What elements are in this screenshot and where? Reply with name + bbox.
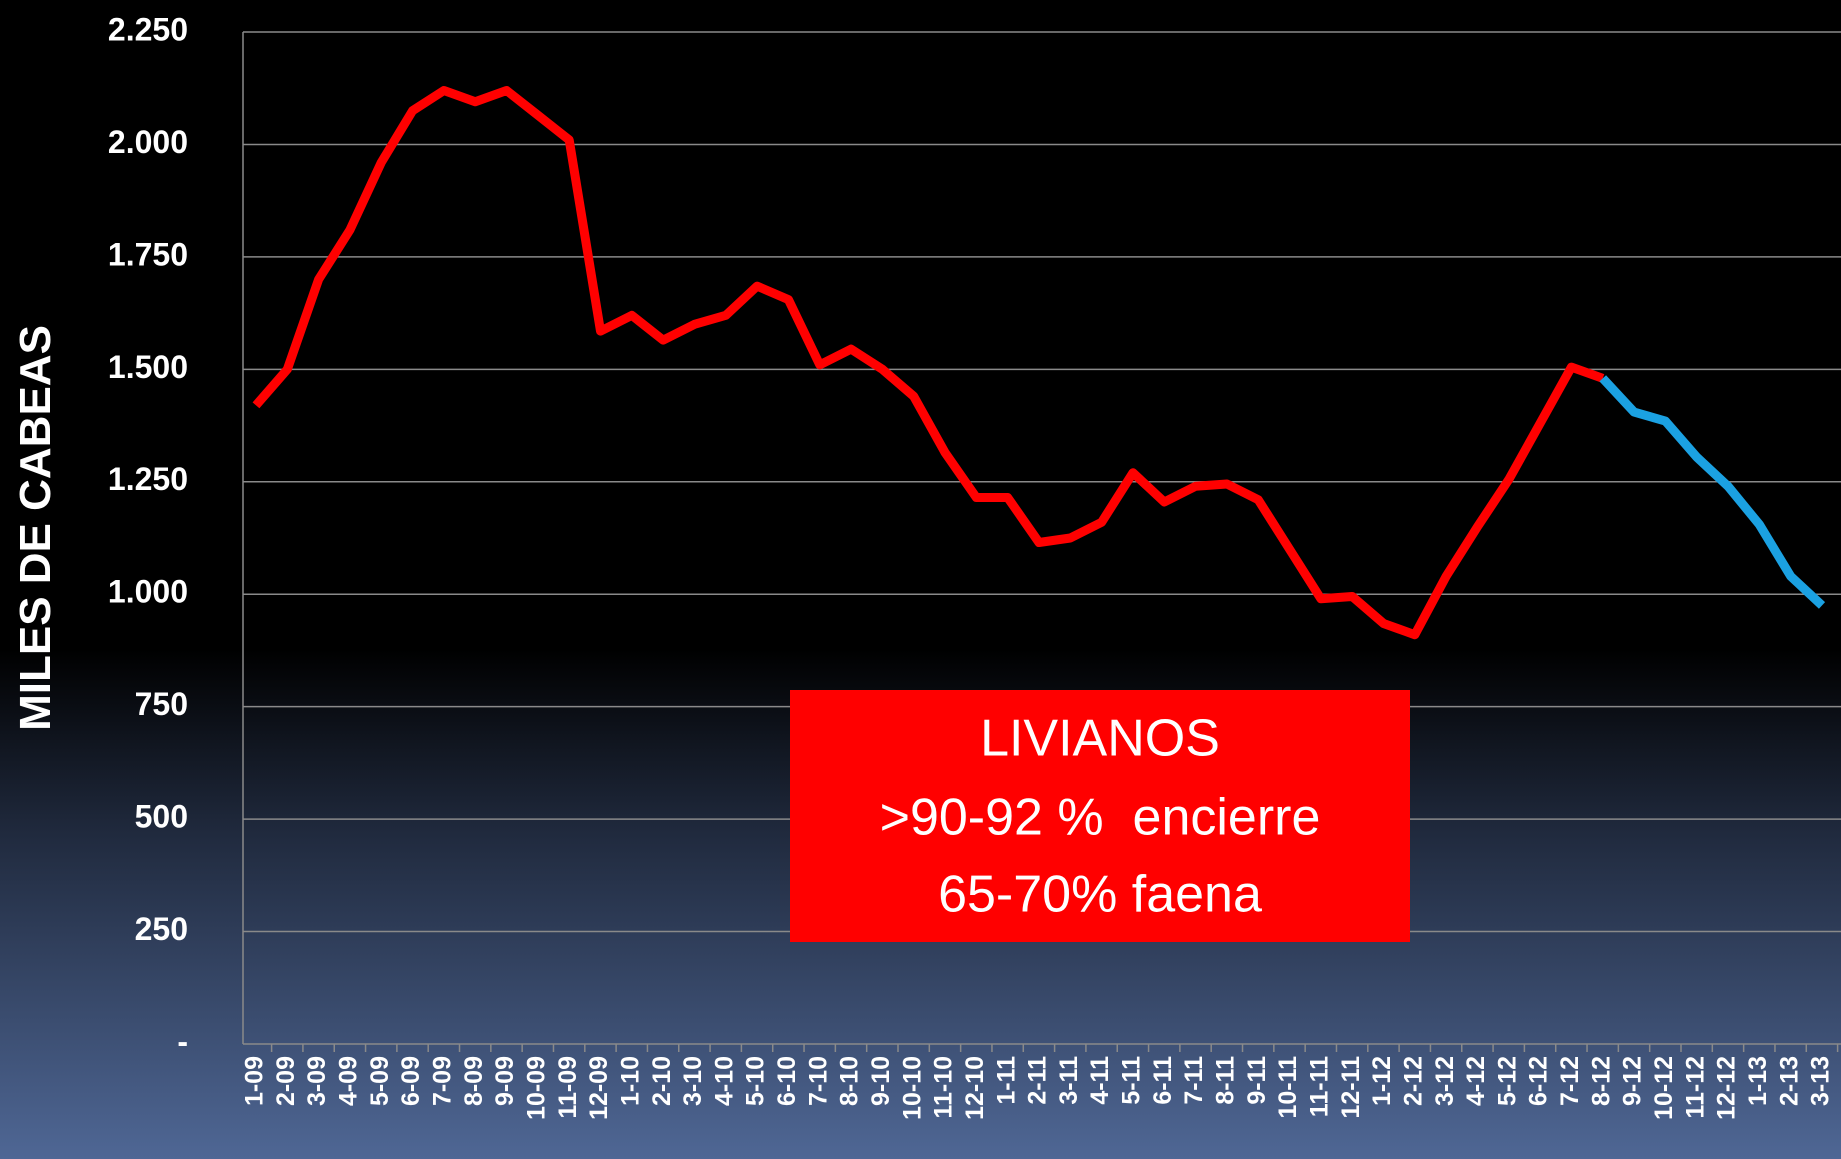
y-tick-label: 2.250 xyxy=(108,11,188,47)
x-tick-label: 1-09 xyxy=(241,1056,269,1106)
x-tick-label: 2-12 xyxy=(1399,1056,1427,1106)
annotation-box xyxy=(790,690,1410,942)
y-tick-label: 1.250 xyxy=(108,461,188,497)
x-tick-label: 5-11 xyxy=(1118,1056,1146,1105)
y-tick-label: 1.750 xyxy=(108,236,188,272)
x-tick-label: 2-09 xyxy=(272,1056,300,1106)
x-tick-label: 11-09 xyxy=(554,1056,582,1119)
x-tick-label: 3-11 xyxy=(1055,1056,1083,1105)
x-tick-label: 9-12 xyxy=(1619,1056,1647,1106)
y-tick-label: 250 xyxy=(135,911,188,947)
x-tick-label: 3-13 xyxy=(1807,1056,1835,1106)
x-tick-label: 4-09 xyxy=(335,1056,363,1106)
line-series xyxy=(1599,375,1826,609)
y-tick-label: 1.500 xyxy=(108,349,188,385)
x-tick-label: 9-11 xyxy=(1243,1056,1271,1105)
x-tick-label: 3-12 xyxy=(1431,1056,1459,1106)
y-tick-label: 500 xyxy=(135,799,188,835)
line-series xyxy=(252,85,1605,640)
annotation-text: >90-92 % encierre xyxy=(880,789,1321,847)
x-tick-label: 7-10 xyxy=(804,1056,832,1106)
x-tick-label: 1-13 xyxy=(1744,1056,1772,1106)
x-tick-label: 5-10 xyxy=(742,1056,770,1106)
y-tick-label: 2.000 xyxy=(108,124,188,160)
x-tick-label: 7-12 xyxy=(1556,1056,1584,1106)
x-tick-label: 12-11 xyxy=(1337,1056,1365,1119)
x-tick-label: 4-12 xyxy=(1462,1056,1490,1106)
y-axis-label: MILES DE CABEAS xyxy=(11,325,60,731)
x-tick-label: 1-11 xyxy=(992,1056,1020,1105)
x-tick-label: 11-10 xyxy=(930,1056,958,1119)
x-tick-label: 6-10 xyxy=(773,1056,801,1106)
x-tick-label: 11-12 xyxy=(1681,1056,1709,1119)
x-tick-label: 4-11 xyxy=(1086,1056,1114,1105)
x-tick-label: 12-12 xyxy=(1713,1056,1741,1120)
x-tick-label: 2-11 xyxy=(1024,1056,1052,1105)
x-tick-label: 11-11 xyxy=(1305,1056,1333,1117)
x-tick-label: 5-12 xyxy=(1493,1056,1521,1106)
y-tick-label: 1.000 xyxy=(108,574,188,610)
x-tick-label: 10-10 xyxy=(898,1056,926,1120)
x-tick-label: 8-10 xyxy=(836,1056,864,1106)
x-tick-label: 9-09 xyxy=(491,1056,519,1106)
x-tick-label: 9-10 xyxy=(867,1056,895,1106)
x-tick-label: 1-12 xyxy=(1368,1056,1396,1106)
x-tick-label: 10-12 xyxy=(1650,1056,1678,1120)
x-tick-label: 8-11 xyxy=(1212,1056,1240,1105)
x-tick-label: 7-09 xyxy=(429,1056,457,1106)
x-tick-label: 3-09 xyxy=(303,1056,331,1106)
x-tick-label: 6-09 xyxy=(397,1056,425,1106)
x-tick-label: 8-12 xyxy=(1587,1056,1615,1106)
x-tick-label: 3-10 xyxy=(679,1056,707,1106)
x-tick-label: 10-11 xyxy=(1274,1056,1302,1119)
x-tick-label: 1-10 xyxy=(616,1056,644,1106)
annotation-text: LIVIANOS xyxy=(980,710,1220,768)
y-tick-label: 750 xyxy=(135,686,188,722)
y-tick-label: - xyxy=(177,1023,188,1059)
x-tick-label: 6-12 xyxy=(1525,1056,1553,1106)
x-tick-label: 8-09 xyxy=(460,1056,488,1106)
x-tick-label: 4-10 xyxy=(710,1056,738,1106)
annotation-text: 65-70% faena xyxy=(938,866,1262,924)
x-tick-label: 10-09 xyxy=(522,1056,550,1120)
x-tick-label: 2-10 xyxy=(648,1056,676,1106)
x-tick-label: 12-09 xyxy=(585,1056,613,1120)
x-tick-label: 2-13 xyxy=(1775,1056,1803,1106)
x-tick-label: 12-10 xyxy=(961,1056,989,1120)
x-tick-label: 6-11 xyxy=(1149,1056,1177,1105)
x-tick-label: 7-11 xyxy=(1180,1056,1208,1105)
x-tick-label: 5-09 xyxy=(366,1056,394,1106)
